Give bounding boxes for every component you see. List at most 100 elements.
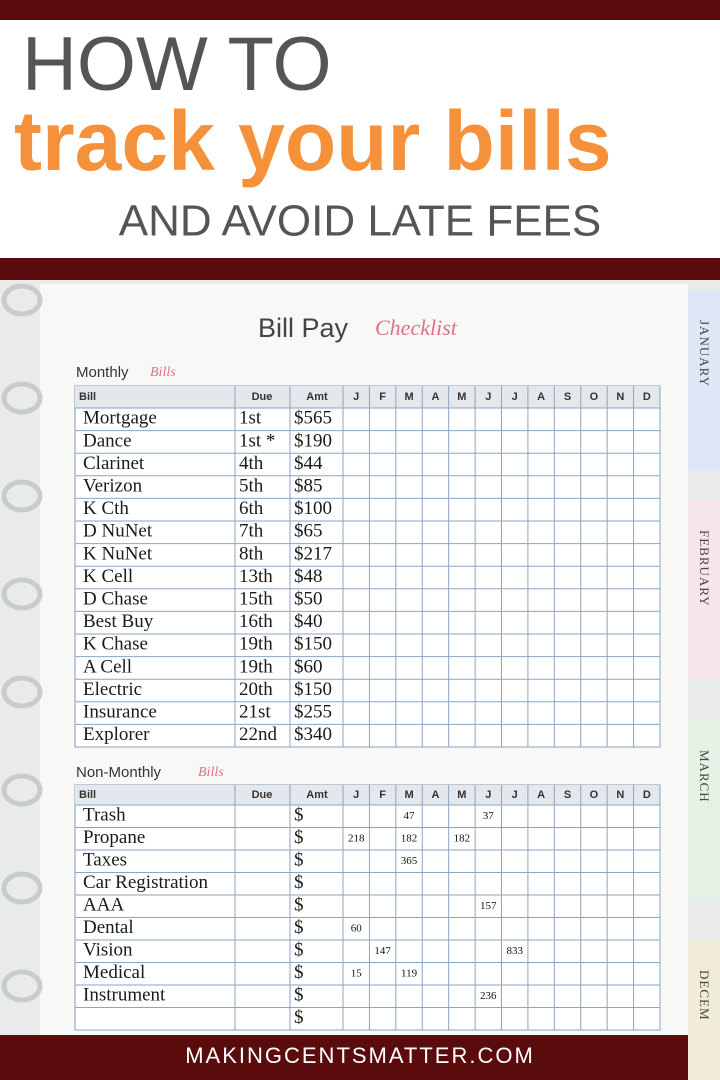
amount: $340 (294, 724, 332, 745)
amount: $190 (294, 430, 332, 451)
bill-name: Taxes (83, 850, 127, 871)
column-header: Due (252, 391, 273, 403)
tab (688, 940, 720, 1080)
bill-name: Mortgage (83, 408, 157, 429)
bill-name: Propane (83, 827, 145, 848)
ring (1, 969, 43, 1003)
paid-note: 47 (404, 810, 416, 822)
amount: $40 (294, 611, 323, 632)
paid-note: 37 (483, 810, 495, 822)
paid-note: 182 (454, 832, 471, 844)
column-header: Due (252, 789, 273, 801)
tab (688, 500, 720, 680)
due-date: 5th (239, 475, 264, 496)
amount: $217 (294, 543, 332, 564)
bill-name: K Chase (83, 634, 148, 655)
bill-name: Vision (83, 940, 133, 961)
amount: $255 (294, 701, 332, 722)
amount: $ (294, 827, 304, 848)
amount: $44 (294, 453, 323, 474)
month-header: D (643, 789, 651, 801)
month-header: A (431, 391, 439, 403)
nonmonthly-script: Bills (198, 765, 224, 780)
paid-note: 60 (351, 922, 363, 934)
bill-name: K Cth (83, 498, 129, 519)
bill-name: Explorer (83, 724, 150, 745)
due-date: 21st (239, 701, 271, 722)
due-date: 15th (239, 588, 273, 609)
due-date: 19th (239, 634, 273, 655)
ring (1, 479, 43, 513)
month-header: M (457, 789, 466, 801)
month-header: J (512, 789, 518, 801)
amount: $60 (294, 656, 323, 677)
due-date: 1st * (239, 430, 275, 451)
month-header: O (590, 391, 599, 403)
month-header: J (512, 391, 518, 403)
bill-name: Dance (83, 430, 132, 451)
ring (1, 283, 43, 317)
amount: $150 (294, 679, 332, 700)
amount: $ (294, 985, 304, 1006)
paid-note: 157 (480, 900, 497, 912)
ring (1, 381, 43, 415)
bill-name: Car Registration (83, 872, 209, 893)
column-header: Bill (79, 789, 96, 801)
due-date: 8th (239, 543, 264, 564)
bill-name: Clarinet (83, 453, 145, 474)
amount: $65 (294, 521, 323, 542)
nonmonthly-label: Non-Monthly (76, 764, 162, 781)
month-header: S (564, 391, 571, 403)
bill-name: K NuNet (83, 543, 153, 564)
bill-name: Instrument (83, 985, 166, 1006)
monthly-script: Bills (150, 365, 176, 380)
title-line2: track your bills (14, 94, 612, 188)
bill-name: K Cell (83, 566, 133, 587)
month-header: S (564, 789, 571, 801)
bill-name: D NuNet (83, 521, 153, 542)
due-date: 1st (239, 408, 262, 429)
table-bg (74, 784, 661, 1031)
month-header: N (616, 789, 624, 801)
paid-note: 218 (348, 832, 365, 844)
ring (1, 675, 43, 709)
paid-note: 147 (374, 945, 391, 957)
bill-name: Best Buy (83, 611, 154, 632)
tab (688, 720, 720, 900)
due-date: 16th (239, 611, 273, 632)
tabs: JANUARY FEBRUARY MARCH DECEM (688, 290, 720, 1080)
due-date: 6th (239, 498, 264, 519)
month-header: A (431, 789, 439, 801)
tab-label: FEBRUARY (697, 530, 712, 607)
month-header: M (457, 391, 466, 403)
amount: $ (294, 805, 304, 826)
month-header: J (353, 391, 359, 403)
amount: $48 (294, 566, 323, 587)
due-date: 22nd (239, 724, 278, 745)
month-header: N (616, 391, 624, 403)
footer: MAKINGCENTSMATTER.COM (185, 1043, 535, 1068)
month-header: J (485, 391, 491, 403)
checklist-title: Bill Pay (258, 313, 349, 343)
month-header: A (537, 789, 545, 801)
paid-note: 833 (506, 945, 523, 957)
month-header: J (353, 789, 359, 801)
column-header: Amt (306, 789, 328, 801)
due-date: 7th (239, 521, 264, 542)
due-date: 20th (239, 679, 273, 700)
tables: Bill Due Amt J F M A M J J A S O N D Mortgage 1st $565 Dan… (74, 385, 661, 1031)
amount: $ (294, 872, 304, 893)
bill-name: Medical (83, 962, 145, 983)
paid-note: 182 (401, 832, 418, 844)
table-header-bg (75, 785, 660, 805)
bill-name: Electric (83, 679, 142, 700)
amount: $ (294, 1007, 304, 1028)
month-header: F (379, 391, 386, 403)
ring (1, 871, 43, 905)
month-header: D (643, 391, 651, 403)
amount: $85 (294, 475, 323, 496)
bill-name: A Cell (83, 656, 132, 677)
month-header: A (537, 391, 545, 403)
bill-name: Verizon (83, 475, 143, 496)
